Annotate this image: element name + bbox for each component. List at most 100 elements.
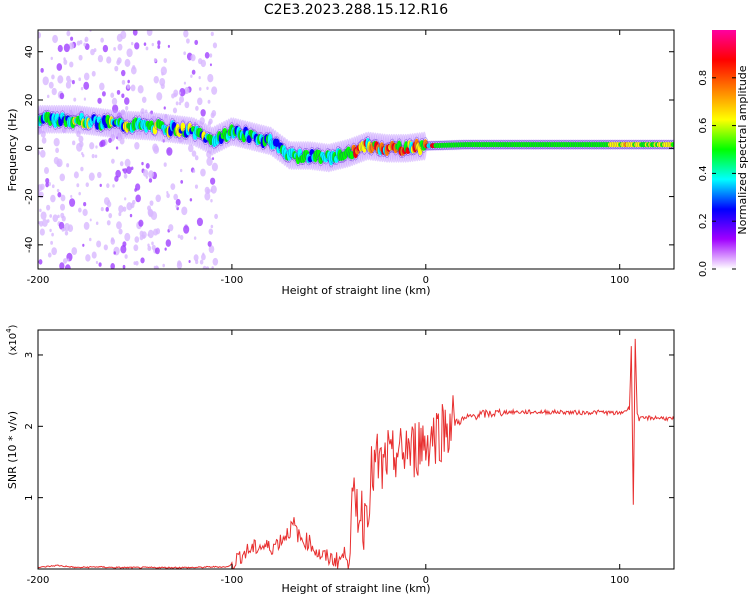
spectrogram-noise-blob — [66, 75, 71, 82]
spectrogram-y-tick-label: 20 — [24, 94, 35, 107]
spectrogram-noise-blob — [153, 75, 159, 84]
spectrogram-noise-blob — [78, 207, 82, 213]
spectrogram-noise-blob — [210, 188, 213, 192]
spectrogram-noise-blob — [132, 65, 136, 70]
spectrogram-noise-blob — [66, 258, 70, 262]
spectrogram-noise-blob — [76, 183, 80, 188]
spectrogram-noise-blob — [134, 236, 140, 243]
spectrogram-noise-blob — [122, 206, 127, 212]
spectrogram-noise-blob — [39, 149, 46, 158]
spectrogram-noise-blob — [108, 137, 112, 143]
spectrogram-noise-blob — [47, 252, 52, 258]
spectrogram-noise-blob — [210, 185, 217, 194]
spectrogram-noise-blob — [40, 211, 47, 220]
spectrogram-noise-blob — [210, 112, 215, 119]
spectrogram-noise-blob — [66, 163, 70, 168]
spectrogram-noise-blob — [126, 166, 132, 175]
spectrogram-noise-blob — [189, 198, 193, 202]
spectrogram-noise-blob — [55, 147, 60, 154]
spectrogram-noise-blob — [166, 193, 170, 199]
spectrogram-noise-blob — [206, 86, 209, 90]
spectrogram-noise-blob — [46, 94, 50, 99]
spectrogram-noise-blob — [116, 59, 121, 66]
spectrogram-noise-blob — [163, 106, 166, 110]
spectrogram-noise-blob — [188, 144, 194, 153]
spectrogram-noise-blob — [211, 86, 218, 95]
spectrogram-noise-blob — [56, 63, 63, 71]
spectrogram-noise-blob — [130, 202, 135, 209]
spectrogram-noise-blob — [83, 72, 90, 81]
spectrogram-noise-blob — [132, 30, 138, 36]
spectrogram-noise-blob — [200, 109, 206, 117]
spectrogram-noise-blob — [145, 46, 149, 51]
spectrogram-noise-blob — [52, 214, 59, 223]
spectrogram-noise-blob — [211, 266, 214, 269]
spectrogram-noise-blob — [40, 185, 43, 190]
spectrogram-noise-blob — [83, 42, 87, 47]
snr-y-multiplier-close: ) — [8, 324, 19, 328]
spectrogram-noise-blob — [89, 237, 92, 242]
spectrogram-noise-blob — [162, 263, 165, 268]
spectrogram-noise-blob — [100, 206, 104, 212]
spectrogram-noise-blob — [95, 145, 98, 149]
snr-y-multiplier: (x104) — [5, 324, 19, 355]
spectrogram-noise-blob — [110, 263, 115, 269]
spectrogram-noise-blob — [120, 69, 126, 77]
spectrogram-noise-blob — [45, 182, 49, 188]
spectrogram-noise-blob — [147, 243, 150, 247]
spectrogram-noise-blob — [197, 97, 203, 106]
spectrogram-noise-blob — [40, 67, 44, 73]
spectrogram-noise-blob — [83, 201, 87, 207]
spectrogram-noise-blob — [175, 101, 179, 106]
spectrogram-noise-blob — [124, 197, 127, 201]
spectrogram-noise-blob — [212, 42, 218, 49]
spectrogram-noise-blob — [195, 259, 199, 265]
spectrogram-noise-blob — [106, 220, 111, 226]
spectrogram-noise-blob — [78, 77, 82, 82]
spectrogram-noise-blob — [193, 254, 199, 262]
spectrogram-noise-blob — [204, 52, 210, 59]
spectrogram-noise-blob — [100, 37, 104, 43]
spectrogram-noise-blob — [59, 92, 65, 100]
spectrogram-noise-blob — [138, 219, 144, 227]
spectrogram-noise-blob — [207, 99, 211, 104]
spectrogram-noise-blob — [76, 40, 81, 46]
spectrogram-noise-blob — [69, 198, 76, 207]
spectrogram-noise-blob — [69, 61, 74, 68]
spectrogram-noise-blob — [167, 44, 170, 48]
spectrogram-noise-blob — [126, 48, 133, 58]
spectrogram-noise-blob — [91, 154, 95, 159]
spectrogram-noise-blob — [78, 54, 83, 61]
spectrogram-noise-blob — [51, 184, 55, 189]
spectrogram-noise-blob — [183, 30, 189, 38]
spectrogram-noise-blob — [58, 221, 65, 230]
spectrogram-noise-blob — [62, 258, 68, 264]
spectrogram-noise-blob — [191, 150, 197, 157]
colorbar-tick-label: 0.4 — [698, 165, 709, 181]
spectrogram-noise-blob — [41, 137, 47, 144]
spectrogram-noise-blob — [114, 65, 119, 72]
spectrogram-noise-blob — [194, 184, 199, 189]
spectrogram-noise-blob — [175, 204, 178, 209]
spectrogram-noise-blob — [181, 206, 188, 216]
snr-y-multiplier-exp: 4 — [5, 328, 13, 333]
spectrogram-noise-blob — [196, 217, 203, 227]
spectrogram-noise-blob — [78, 135, 84, 143]
spectrogram-noise-blob — [204, 192, 211, 201]
spectrogram-noise-blob — [211, 162, 218, 172]
spectrogram-noise-blob — [129, 213, 133, 218]
spectrogram-noise-blob — [208, 118, 213, 125]
spectrogram-noise-blob — [184, 86, 190, 94]
spectrogram-noise-blob — [207, 241, 212, 247]
spectrogram-noise-blob — [122, 264, 126, 269]
colorbar-tick-label: 0.0 — [698, 261, 709, 277]
spectrogram-noise-blob — [101, 91, 106, 97]
spectrogram-noise-blob — [190, 74, 193, 78]
spectrogram-noise-blob — [57, 75, 64, 84]
spectrogram-noise-blob — [61, 228, 65, 232]
spectrogram-noise-blob — [64, 222, 70, 232]
spectrogram-noise-blob — [102, 44, 109, 53]
spectrogram-noise-blob — [157, 40, 161, 46]
spectrogram-noise-blob — [179, 168, 183, 173]
spectrogram-noise-blob — [59, 262, 65, 269]
